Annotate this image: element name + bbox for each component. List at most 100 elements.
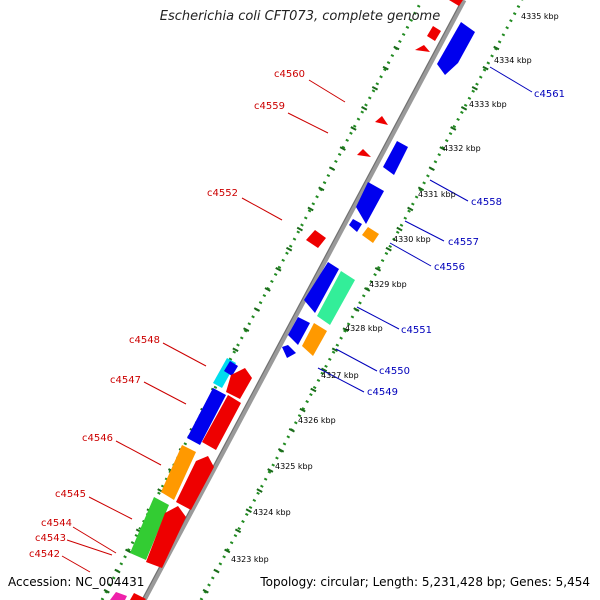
ruler-tick bbox=[277, 448, 285, 453]
gene-c4558 bbox=[383, 141, 408, 175]
ruler-tick bbox=[114, 568, 121, 574]
tick-label: 4331 kbp bbox=[418, 190, 456, 199]
reverse-features bbox=[110, 0, 463, 600]
gene-c4551-a bbox=[304, 262, 339, 313]
gene-label-c4545: c4545 bbox=[55, 489, 86, 500]
gene-c4550-a bbox=[288, 317, 310, 345]
gene-label-c4543: c4543 bbox=[35, 533, 66, 544]
ruler-tick bbox=[364, 287, 371, 292]
gene-c4546-r bbox=[176, 456, 214, 510]
gene-label-c4560: c4560 bbox=[274, 69, 305, 80]
gene-label-c4548: c4548 bbox=[129, 335, 160, 346]
ruler-tick bbox=[275, 267, 282, 272]
gene-c4561 bbox=[437, 22, 475, 75]
ruler-tick bbox=[471, 85, 478, 91]
gene-label-c4542: c4542 bbox=[29, 549, 60, 560]
gene-c4557-small bbox=[349, 219, 362, 232]
ruler-tick bbox=[256, 488, 263, 493]
forward-features bbox=[282, 22, 475, 358]
ruler-tick bbox=[342, 327, 349, 332]
tick-label: 4328 kbp bbox=[345, 324, 383, 333]
map-title: Escherichia coli CFT073, complete genome bbox=[159, 9, 441, 24]
gene-c4560-mid bbox=[427, 26, 441, 41]
ruler-tick bbox=[460, 106, 468, 111]
gene-c4542-r bbox=[130, 593, 146, 600]
ruler-tick bbox=[307, 206, 314, 212]
gene-c4560-top bbox=[449, 0, 463, 6]
tick-label: 4332 kbp bbox=[443, 144, 481, 153]
ruler-tick bbox=[417, 186, 425, 192]
tick-label: 4324 kbp bbox=[253, 508, 291, 517]
reverse-gene-labels: c4560 c4559 c4552 c4548 c4547 c4546 c454… bbox=[29, 69, 305, 560]
tick-labels: 4323 kbp 4324 kbp 4325 kbp 4326 kbp 4327… bbox=[231, 12, 559, 564]
ruler-tick bbox=[361, 106, 368, 111]
tick-label: 4334 kbp bbox=[494, 56, 532, 65]
ruler-tick bbox=[103, 588, 110, 594]
gene-c4556 bbox=[362, 227, 379, 243]
ruler-tick bbox=[318, 186, 325, 192]
ruler-tick bbox=[371, 85, 379, 91]
ruler-tick bbox=[299, 407, 306, 413]
forward-gene-labels: c4561 c4558 c4557 c4556 c4551 c4550 c454… bbox=[367, 89, 565, 398]
ruler-tick bbox=[320, 367, 328, 373]
gene-label-c4557: c4557 bbox=[448, 237, 479, 248]
ruler-tick bbox=[331, 347, 338, 353]
ruler-tick bbox=[285, 246, 293, 252]
gene-c4550-b bbox=[302, 323, 327, 356]
ruler-tick bbox=[224, 548, 231, 554]
gene-c4549 bbox=[282, 345, 296, 358]
gene-c4548-b bbox=[224, 361, 238, 376]
gene-c4551-b bbox=[317, 271, 355, 325]
ruler-tick bbox=[243, 327, 250, 332]
ruler-tick bbox=[482, 65, 489, 71]
label-leaders bbox=[61, 66, 533, 573]
ruler-tick bbox=[328, 166, 336, 171]
ruler-tick bbox=[234, 528, 242, 534]
tick-label: 4330 kbp bbox=[393, 235, 431, 244]
ruler-tick bbox=[393, 45, 400, 51]
tick-label: 4329 kbp bbox=[369, 280, 407, 289]
ruler-tick bbox=[232, 347, 239, 353]
gene-c4552 bbox=[306, 230, 326, 248]
gene-label-c4558: c4558 bbox=[471, 197, 502, 208]
gene-c4547-r1 bbox=[226, 368, 252, 399]
ruler-tick bbox=[450, 126, 457, 131]
gene-c4547-r2 bbox=[202, 395, 241, 450]
gene-c4545-r bbox=[146, 506, 186, 568]
gene-label-c4550: c4550 bbox=[379, 366, 410, 377]
gene-label-c4544: c4544 bbox=[41, 518, 72, 529]
gene-c4547 bbox=[187, 388, 226, 445]
gene-label-c4547: c4547 bbox=[110, 375, 141, 386]
gene-label-c4549: c4549 bbox=[367, 387, 398, 398]
ruler-tick bbox=[288, 427, 295, 433]
ruler-tick bbox=[310, 387, 317, 393]
ruler-tick bbox=[253, 307, 261, 312]
ruler-tick bbox=[428, 166, 435, 171]
gene-label-c4556: c4556 bbox=[434, 262, 465, 273]
gene-c4545 bbox=[130, 497, 169, 560]
ruler-tick bbox=[407, 206, 414, 212]
gene-c4559-b bbox=[357, 149, 371, 157]
topology-text: Topology: circular; Length: 5,231,428 bp… bbox=[260, 575, 590, 589]
gene-label-c4546: c4546 bbox=[82, 433, 113, 444]
ruler-tick bbox=[267, 468, 274, 473]
ruler-tick bbox=[264, 287, 271, 292]
ruler-tick bbox=[339, 146, 346, 151]
accession-text: Accession: NC_004431 bbox=[8, 575, 145, 589]
tick-label: 4335 kbp bbox=[521, 12, 559, 21]
ruler-tick bbox=[493, 45, 500, 51]
ruler-tick bbox=[245, 508, 252, 514]
gene-c4560 bbox=[415, 45, 430, 52]
ruler-tick bbox=[350, 126, 357, 131]
tick-label: 4327 kbp bbox=[321, 371, 359, 380]
ruler-tick bbox=[374, 267, 382, 272]
ruler-tick bbox=[353, 307, 360, 312]
gene-label-c4552: c4552 bbox=[207, 188, 238, 199]
genome-backbone-highlight bbox=[141, 0, 463, 600]
ruler-tick bbox=[439, 146, 446, 151]
ruler-tick bbox=[202, 588, 209, 594]
gene-label-c4561: c4561 bbox=[534, 89, 565, 100]
gene-label-c4559: c4559 bbox=[254, 101, 285, 112]
tick-label: 4326 kbp bbox=[298, 416, 336, 425]
